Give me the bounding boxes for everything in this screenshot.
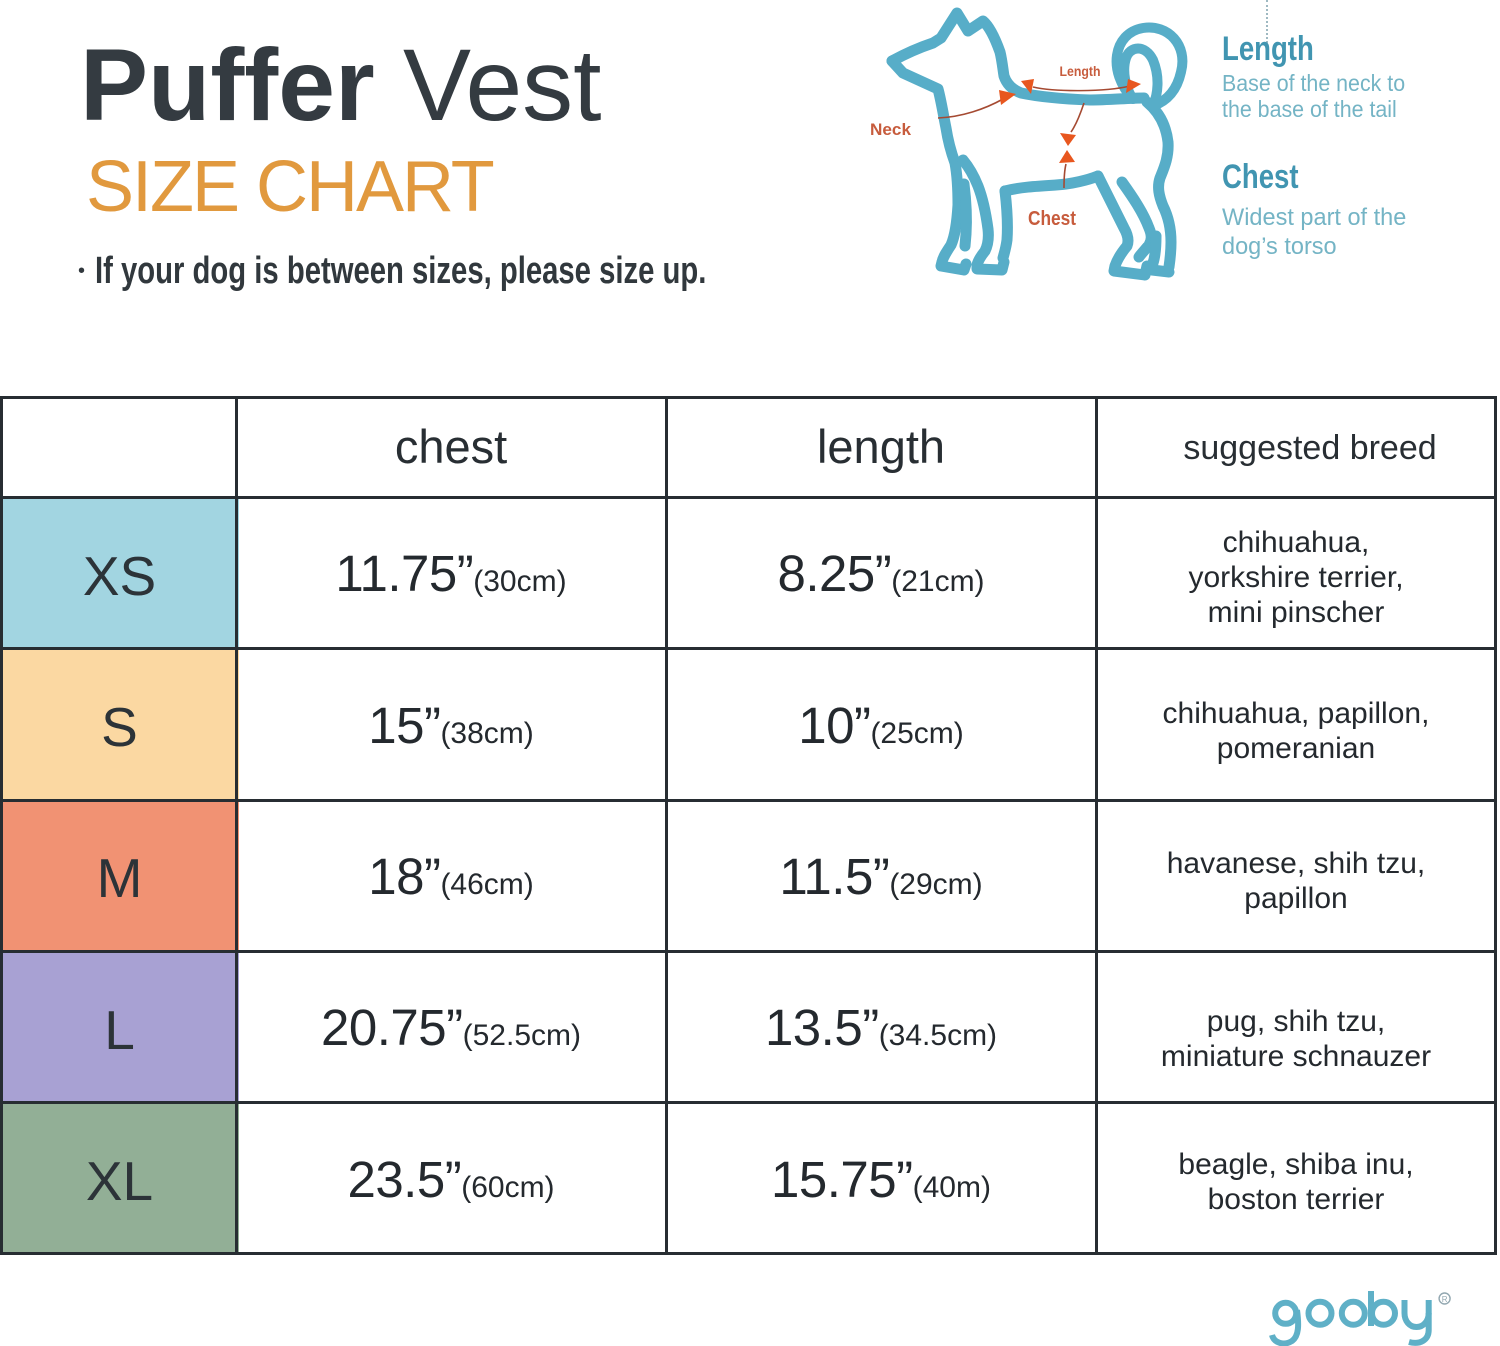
svg-text:Neck: Neck [870,120,912,139]
svg-text:Length: Length [1060,63,1101,79]
svg-text:R: R [1442,1295,1448,1304]
svg-text:Chest: Chest [1028,208,1076,230]
